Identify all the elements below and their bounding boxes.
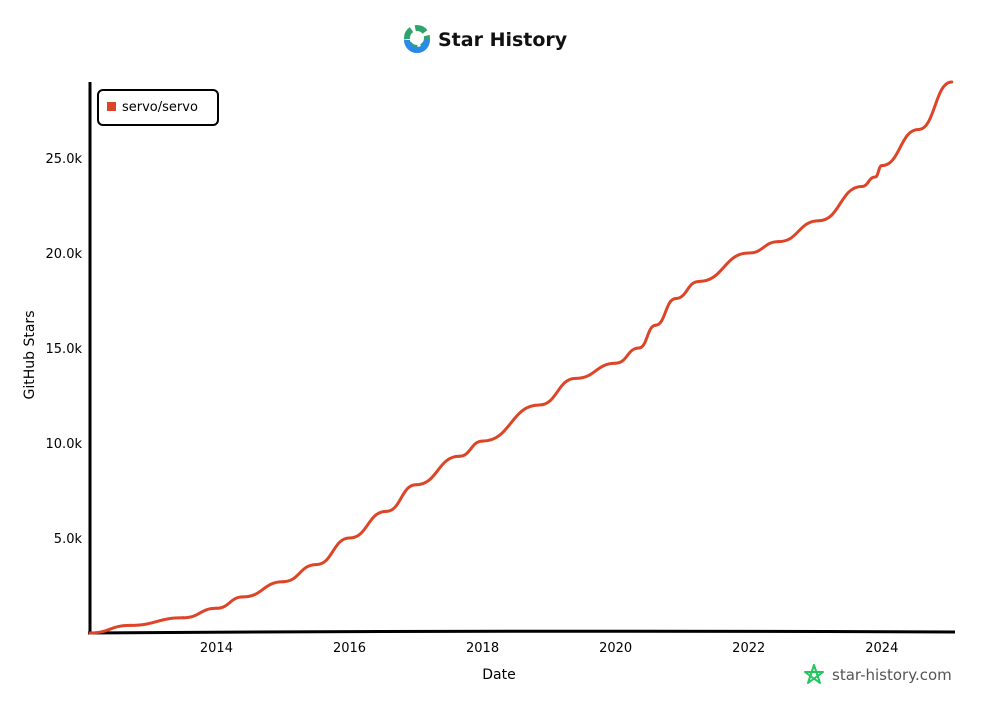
axes <box>87 81 956 635</box>
x-tick-label: 2024 <box>865 641 898 656</box>
data-point <box>214 606 218 610</box>
data-point <box>281 580 285 584</box>
data-point <box>880 164 884 168</box>
y-tick-label: 15.0k <box>46 342 83 357</box>
data-point <box>128 623 132 627</box>
data-point <box>860 185 864 188</box>
tick-labels: 2014 2016 2018 2020 2022 2024 5.0k 10.0k 15.0k 20… <box>46 152 899 656</box>
x-tick-label: 2020 <box>599 641 632 656</box>
data-point <box>314 563 318 567</box>
star-icon <box>804 664 824 684</box>
legend-box <box>97 89 219 126</box>
data-point <box>574 376 578 380</box>
data-point <box>347 536 351 540</box>
x-tick-label: 2016 <box>333 641 366 656</box>
data-point <box>697 280 701 283</box>
data-point <box>181 616 185 620</box>
legend-swatch-servo <box>107 102 116 111</box>
data-point <box>873 175 877 179</box>
data-point <box>537 403 541 407</box>
data-point <box>747 251 751 255</box>
legend[interactable]: servo/servo <box>97 89 219 126</box>
x-tick-label: 2022 <box>732 641 765 656</box>
data-point <box>457 454 461 458</box>
chart-title: Star History <box>438 29 568 51</box>
x-axis-line <box>87 629 956 635</box>
y-axis-label: GitHub Stars <box>22 311 38 400</box>
series-line-servo[interactable] <box>88 80 954 635</box>
legend-label-servo: servo/servo <box>122 100 198 115</box>
data-point <box>414 483 418 487</box>
watermark-text: star-history.com <box>832 666 952 684</box>
data-point <box>614 361 618 365</box>
x-axis-label: Date <box>482 667 515 683</box>
y-tick-label: 5.0k <box>54 532 83 547</box>
watermark[interactable]: star-history.com <box>804 664 952 684</box>
data-point <box>384 509 388 513</box>
series-group <box>88 80 954 635</box>
y-axis-line <box>88 81 92 635</box>
x-tick-label: 2014 <box>200 641 233 656</box>
data-point <box>950 80 954 84</box>
y-tick-label: 20.0k <box>46 247 83 262</box>
data-point <box>241 595 245 599</box>
data-point <box>481 439 485 443</box>
data-point <box>654 323 658 327</box>
x-tick-label: 2018 <box>466 641 499 656</box>
data-point <box>916 128 920 131</box>
star-history-logo-icon <box>404 25 430 53</box>
chart-header: Star History <box>404 25 568 53</box>
data-point <box>88 631 92 635</box>
data-point <box>817 219 821 223</box>
data-point <box>777 240 781 244</box>
data-point <box>637 346 641 350</box>
y-tick-label: 25.0k <box>46 152 83 167</box>
y-tick-label: 10.0k <box>46 437 83 452</box>
data-point <box>674 297 678 301</box>
